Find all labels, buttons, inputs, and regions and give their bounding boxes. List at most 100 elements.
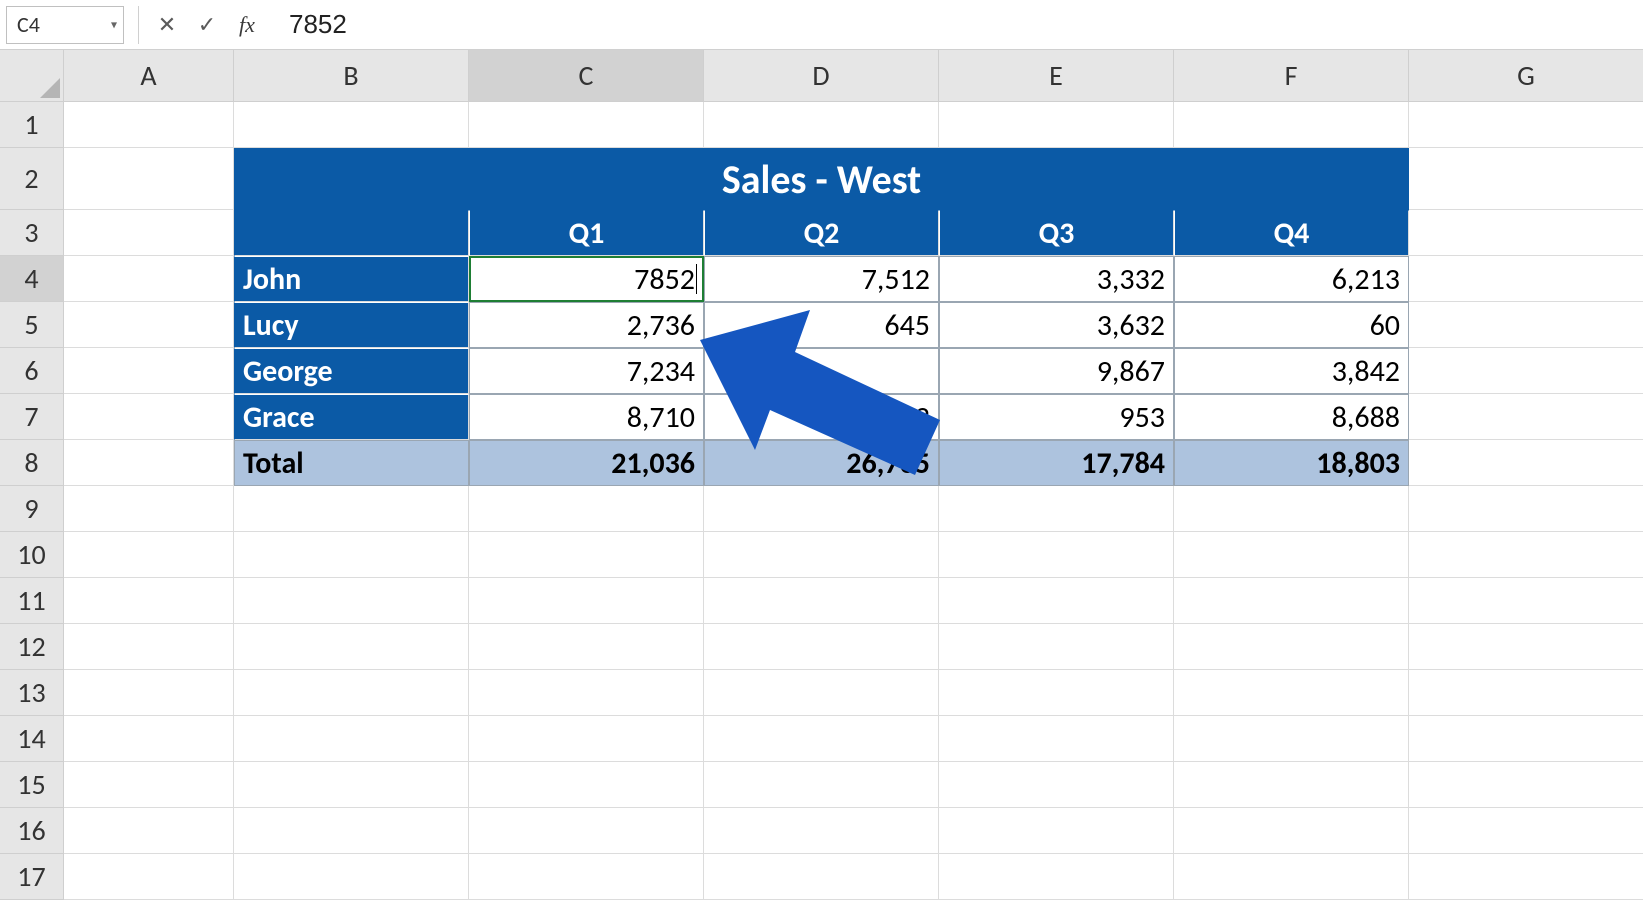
- cell-B6[interactable]: George: [234, 348, 469, 394]
- cell-G5[interactable]: [1409, 302, 1643, 348]
- cell-C3[interactable]: Q1: [469, 210, 704, 256]
- cell-A2[interactable]: [64, 148, 234, 210]
- cell-B14[interactable]: [234, 716, 469, 762]
- row-header-10[interactable]: 10: [0, 532, 64, 578]
- cell-F16[interactable]: [1174, 808, 1409, 854]
- column-header-B[interactable]: B: [234, 50, 469, 102]
- cell-A15[interactable]: [64, 762, 234, 808]
- cell-E11[interactable]: [939, 578, 1174, 624]
- cell-A11[interactable]: [64, 578, 234, 624]
- cell-E1[interactable]: [939, 102, 1174, 148]
- cell-D13[interactable]: [704, 670, 939, 716]
- formula-input[interactable]: [267, 6, 1643, 44]
- cell-G3[interactable]: [1409, 210, 1643, 256]
- row-header-13[interactable]: 13: [0, 670, 64, 716]
- cell-A4[interactable]: [64, 256, 234, 302]
- cell-F5[interactable]: 60: [1174, 302, 1409, 348]
- row-header-11[interactable]: 11: [0, 578, 64, 624]
- cell-D12[interactable]: [704, 624, 939, 670]
- cell-C9[interactable]: [469, 486, 704, 532]
- cell-B7[interactable]: Grace: [234, 394, 469, 440]
- cell-B2[interactable]: Sales - West: [234, 148, 1409, 210]
- cell-C17[interactable]: [469, 854, 704, 900]
- cell-F17[interactable]: [1174, 854, 1409, 900]
- cell-E5[interactable]: 3,632: [939, 302, 1174, 348]
- cell-C4[interactable]: 7852: [469, 256, 704, 302]
- cell-B12[interactable]: [234, 624, 469, 670]
- cell-D3[interactable]: Q2: [704, 210, 939, 256]
- cell-D8[interactable]: 26,765: [704, 440, 939, 486]
- cell-G2[interactable]: [1409, 148, 1643, 210]
- fx-button[interactable]: fx: [227, 6, 267, 44]
- cell-F11[interactable]: [1174, 578, 1409, 624]
- cell-G15[interactable]: [1409, 762, 1643, 808]
- cell-E6[interactable]: 9,867: [939, 348, 1174, 394]
- cell-E14[interactable]: [939, 716, 1174, 762]
- select-all-corner[interactable]: [0, 50, 64, 102]
- cell-D7[interactable]: 9,102: [704, 394, 939, 440]
- cell-C5[interactable]: 2,736: [469, 302, 704, 348]
- cell-G7[interactable]: [1409, 394, 1643, 440]
- cell-F4[interactable]: 6,213: [1174, 256, 1409, 302]
- row-header-1[interactable]: 1: [0, 102, 64, 148]
- cell-D11[interactable]: [704, 578, 939, 624]
- cell-E13[interactable]: [939, 670, 1174, 716]
- cell-C12[interactable]: [469, 624, 704, 670]
- cell-D17[interactable]: [704, 854, 939, 900]
- name-box-dropdown-icon[interactable]: ▾: [111, 17, 117, 32]
- cell-D10[interactable]: [704, 532, 939, 578]
- cell-B16[interactable]: [234, 808, 469, 854]
- column-header-C[interactable]: C: [469, 50, 704, 102]
- cell-F6[interactable]: 3,842: [1174, 348, 1409, 394]
- cell-B10[interactable]: [234, 532, 469, 578]
- cell-D16[interactable]: [704, 808, 939, 854]
- cell-A14[interactable]: [64, 716, 234, 762]
- cell-B4[interactable]: John: [234, 256, 469, 302]
- cell-D14[interactable]: [704, 716, 939, 762]
- cell-G11[interactable]: [1409, 578, 1643, 624]
- cell-E17[interactable]: [939, 854, 1174, 900]
- cell-G4[interactable]: [1409, 256, 1643, 302]
- cell-G13[interactable]: [1409, 670, 1643, 716]
- row-header-5[interactable]: 5: [0, 302, 64, 348]
- cell-A17[interactable]: [64, 854, 234, 900]
- column-header-D[interactable]: D: [704, 50, 939, 102]
- cell-C10[interactable]: [469, 532, 704, 578]
- cell-F3[interactable]: Q4: [1174, 210, 1409, 256]
- cell-A9[interactable]: [64, 486, 234, 532]
- cell-F12[interactable]: [1174, 624, 1409, 670]
- cell-A16[interactable]: [64, 808, 234, 854]
- cell-C13[interactable]: [469, 670, 704, 716]
- cell-D5[interactable]: 645: [704, 302, 939, 348]
- cancel-button[interactable]: ✕: [147, 6, 187, 44]
- cell-C1[interactable]: [469, 102, 704, 148]
- cell-E3[interactable]: Q3: [939, 210, 1174, 256]
- cell-G6[interactable]: [1409, 348, 1643, 394]
- cell-A3[interactable]: [64, 210, 234, 256]
- cell-E15[interactable]: [939, 762, 1174, 808]
- confirm-button[interactable]: ✓: [187, 6, 227, 44]
- cell-F9[interactable]: [1174, 486, 1409, 532]
- cell-B15[interactable]: [234, 762, 469, 808]
- cell-F1[interactable]: [1174, 102, 1409, 148]
- cell-B9[interactable]: [234, 486, 469, 532]
- row-header-3[interactable]: 3: [0, 210, 64, 256]
- cell-E9[interactable]: [939, 486, 1174, 532]
- cell-F8[interactable]: 18,803: [1174, 440, 1409, 486]
- cell-G9[interactable]: [1409, 486, 1643, 532]
- row-header-16[interactable]: 16: [0, 808, 64, 854]
- column-header-F[interactable]: F: [1174, 50, 1409, 102]
- cell-C7[interactable]: 8,710: [469, 394, 704, 440]
- cell-A12[interactable]: [64, 624, 234, 670]
- cell-G17[interactable]: [1409, 854, 1643, 900]
- cell-G8[interactable]: [1409, 440, 1643, 486]
- cell-F13[interactable]: [1174, 670, 1409, 716]
- cell-F10[interactable]: [1174, 532, 1409, 578]
- cell-A8[interactable]: [64, 440, 234, 486]
- cell-C11[interactable]: [469, 578, 704, 624]
- cell-B3[interactable]: [234, 210, 469, 256]
- cell-C16[interactable]: [469, 808, 704, 854]
- column-header-E[interactable]: E: [939, 50, 1174, 102]
- row-header-15[interactable]: 15: [0, 762, 64, 808]
- row-header-2[interactable]: 2: [0, 148, 64, 210]
